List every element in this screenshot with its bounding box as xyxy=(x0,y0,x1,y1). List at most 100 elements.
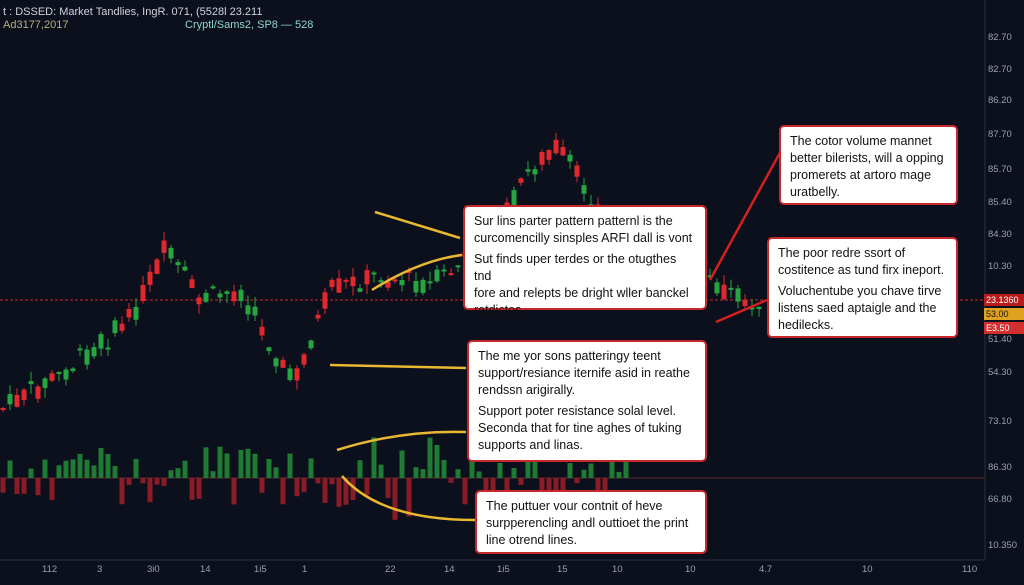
candle-body xyxy=(364,270,370,285)
candle-body xyxy=(343,279,349,282)
y-tick-label: 84.30 xyxy=(988,229,1012,240)
volume-bar xyxy=(427,437,433,478)
annotation-line: retdictos. xyxy=(474,303,525,317)
volume-bar xyxy=(14,478,20,494)
candle-body xyxy=(147,271,153,285)
volume-bar xyxy=(602,478,608,496)
volume-bar xyxy=(497,462,503,478)
candle-body xyxy=(35,386,41,399)
y-tick-label: 66.80 xyxy=(988,494,1012,505)
annotation-line: rendssn arigirally. xyxy=(478,383,576,397)
annotation-line: support/resiance iternife asid in reathe xyxy=(478,366,690,380)
volume-bar xyxy=(560,478,566,492)
volume-bar xyxy=(532,458,538,478)
candle-body xyxy=(224,291,230,294)
candle-body xyxy=(161,240,167,253)
candle-body xyxy=(189,279,195,289)
volume-bar xyxy=(273,467,279,478)
candle-body xyxy=(231,291,237,302)
y-tick-label: 54.30 xyxy=(988,367,1012,378)
candle-body xyxy=(448,273,454,276)
annotation-line: fore and relepts be dright wller banckel xyxy=(474,286,689,300)
volume-bar xyxy=(105,454,111,478)
candle-body xyxy=(756,306,762,310)
x-tick-label: 10 xyxy=(862,564,873,575)
annotation-box: The me yor sons patteringy teent support/… xyxy=(467,340,707,462)
candle-body xyxy=(539,152,545,165)
volume-bar xyxy=(525,457,531,478)
annotation-box: The puttuer vour contnit of heve surppere… xyxy=(475,490,707,554)
candle-body xyxy=(245,305,251,315)
volume-bar xyxy=(133,458,139,478)
volume-bar xyxy=(182,460,188,478)
volume-bar xyxy=(413,467,419,478)
volume-bar xyxy=(70,459,76,478)
volume-bar xyxy=(189,478,195,500)
candle-body xyxy=(42,378,48,388)
volume-bar xyxy=(546,478,552,493)
candle-body xyxy=(749,307,755,310)
volume-bar xyxy=(0,478,6,493)
volume-bar xyxy=(441,459,447,478)
candle-body xyxy=(392,279,398,282)
volume-bar xyxy=(210,471,216,478)
candle-body xyxy=(133,306,139,320)
volume-bar xyxy=(77,453,83,478)
annotation-box: Sur lins parter pattern patternl is the c… xyxy=(463,205,707,317)
annotation-line: hedilecks. xyxy=(778,318,834,332)
annotation-line: Voluchentube you chave tirve xyxy=(778,284,942,298)
candle-body xyxy=(728,287,734,290)
volume-bar xyxy=(154,478,160,485)
volume-bar xyxy=(385,478,391,498)
volume-bar xyxy=(315,478,321,484)
annotation-line: supports and linas. xyxy=(478,438,583,452)
y-tick-label: 86.20 xyxy=(988,95,1012,106)
price-tag: E3.50 xyxy=(984,322,1024,334)
volume-bar xyxy=(392,478,398,520)
annotation-line: listens saed aptaigle and the xyxy=(778,301,937,315)
candle-body xyxy=(56,371,62,374)
annotation-line: Sur lins parter pattern patternl is the xyxy=(474,214,673,228)
volume-bar xyxy=(462,478,468,505)
candle-body xyxy=(413,280,419,293)
candle-body xyxy=(266,347,272,352)
volume-bar xyxy=(266,458,272,478)
volume-bar xyxy=(434,444,440,478)
x-tick-label: 1i5 xyxy=(497,564,510,575)
volume-bar xyxy=(175,468,181,478)
x-tick-label: 110 xyxy=(962,564,978,575)
x-tick-label: 3 xyxy=(97,564,103,575)
y-tick-label: 10.30 xyxy=(988,261,1012,272)
candle-body xyxy=(154,259,160,274)
candle-body xyxy=(203,292,209,302)
x-tick-label: 14 xyxy=(200,564,211,575)
header-sub: Ad3177,2017 xyxy=(3,19,69,31)
candle-body xyxy=(308,340,314,349)
candle-body xyxy=(525,169,531,172)
annotation-line: promerets at artoro mage xyxy=(790,168,932,182)
volume-bar xyxy=(329,478,335,485)
candle-body xyxy=(126,308,132,318)
x-tick-label: 1 xyxy=(302,564,308,575)
price-tag: 53.00 xyxy=(984,308,1024,320)
volume-bar xyxy=(231,478,237,505)
volume-bar xyxy=(399,450,405,478)
volume-bar xyxy=(455,469,461,478)
volume-bar xyxy=(483,478,489,492)
candle-body xyxy=(518,178,524,183)
candle-body xyxy=(735,288,741,302)
candle-body xyxy=(252,306,258,316)
volume-bar xyxy=(147,478,153,503)
volume-bar xyxy=(63,460,69,478)
volume-bar xyxy=(378,464,384,478)
arrow xyxy=(708,139,789,281)
candle-body xyxy=(406,270,412,273)
candle-body xyxy=(329,279,335,288)
volume-bar xyxy=(161,478,167,487)
price-tag: 23.1360 xyxy=(984,294,1024,306)
volume-bar xyxy=(112,465,118,478)
candle-body xyxy=(77,348,83,351)
annotation-line: curcomencilly sinsples ARFI dall is vont xyxy=(474,231,693,245)
volume-bar xyxy=(336,478,342,507)
